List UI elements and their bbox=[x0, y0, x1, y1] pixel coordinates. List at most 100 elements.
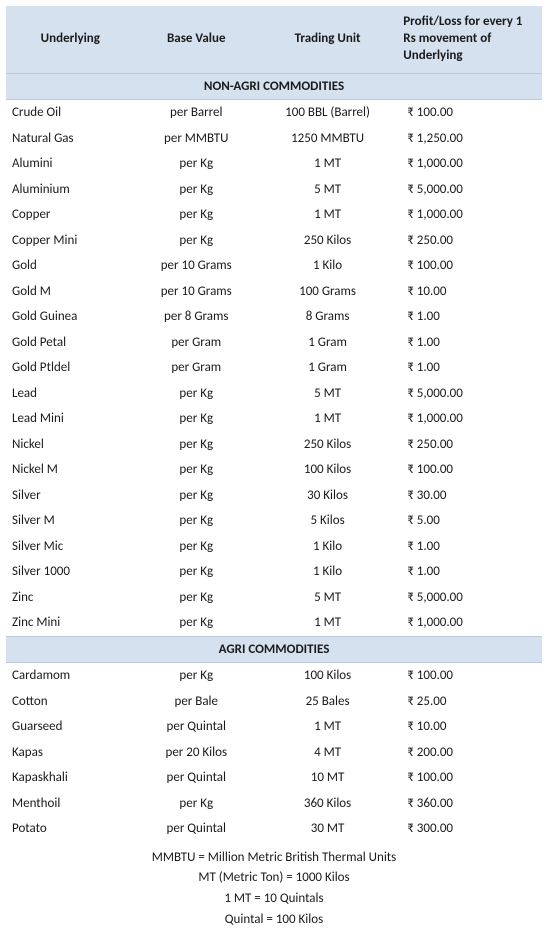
cell-trading-unit: 1 Gram bbox=[258, 330, 397, 356]
cell-profit-loss: ₹ 5,000.00 bbox=[397, 381, 542, 407]
footer-notes: MMBTU = Million Metric British Thermal U… bbox=[6, 848, 542, 931]
cell-underlying: Silver 1000 bbox=[6, 559, 135, 585]
col-underlying: Underlying bbox=[6, 6, 135, 73]
cell-trading-unit: 100 BBL (Barrel) bbox=[258, 100, 397, 126]
cell-profit-loss: ₹ 10.00 bbox=[397, 714, 542, 740]
cell-profit-loss: ₹ 360.00 bbox=[397, 791, 542, 817]
cell-base-value: per Kg bbox=[135, 406, 258, 432]
table-row: Nickel Mper Kg100 Kilos₹ 100.00 bbox=[6, 457, 542, 483]
cell-profit-loss: ₹ 1,000.00 bbox=[397, 202, 542, 228]
cell-profit-loss: ₹ 1,000.00 bbox=[397, 151, 542, 177]
cell-profit-loss: ₹ 10.00 bbox=[397, 279, 542, 305]
cell-base-value: per Kg bbox=[135, 151, 258, 177]
table-row: Kapasper 20 Kilos4 MT₹ 200.00 bbox=[6, 740, 542, 766]
cell-base-value: per Kg bbox=[135, 381, 258, 407]
cell-underlying: Gold Ptldel bbox=[6, 355, 135, 381]
cell-profit-loss: ₹ 250.00 bbox=[397, 228, 542, 254]
cell-base-value: per Kg bbox=[135, 534, 258, 560]
cell-underlying: Natural Gas bbox=[6, 126, 135, 152]
table-row: Lead Miniper Kg1 MT₹ 1,000.00 bbox=[6, 406, 542, 432]
cell-underlying: Silver bbox=[6, 483, 135, 509]
cell-profit-loss: ₹ 1.00 bbox=[397, 330, 542, 356]
cell-base-value: per Kg bbox=[135, 791, 258, 817]
table-row: Natural Gasper MMBTU1250 MMBTU₹ 1,250.00 bbox=[6, 126, 542, 152]
cell-base-value: per Kg bbox=[135, 585, 258, 611]
cell-trading-unit: 5 Kilos bbox=[258, 508, 397, 534]
cell-base-value: per Barrel bbox=[135, 100, 258, 126]
cell-underlying: Gold M bbox=[6, 279, 135, 305]
cell-base-value: per Kg bbox=[135, 483, 258, 509]
cell-profit-loss: ₹ 100.00 bbox=[397, 765, 542, 791]
table-row: Aluminiumper Kg5 MT₹ 5,000.00 bbox=[6, 177, 542, 203]
table-row: Silver Micper Kg1 Kilo₹ 1.00 bbox=[6, 534, 542, 560]
table-row: Gold Guineaper 8 Grams8 Grams₹ 1.00 bbox=[6, 304, 542, 330]
cell-profit-loss: ₹ 1.00 bbox=[397, 355, 542, 381]
cell-underlying: Lead bbox=[6, 381, 135, 407]
cell-base-value: per 8 Grams bbox=[135, 304, 258, 330]
cell-base-value: per Kg bbox=[135, 559, 258, 585]
table-row: Cottonper Bale25 Bales₹ 25.00 bbox=[6, 689, 542, 715]
cell-profit-loss: ₹ 250.00 bbox=[397, 432, 542, 458]
cell-base-value: per 10 Grams bbox=[135, 279, 258, 305]
col-trading-unit: Trading Unit bbox=[258, 6, 397, 73]
cell-profit-loss: ₹ 5.00 bbox=[397, 508, 542, 534]
commodities-table: Underlying Base Value Trading Unit Profi… bbox=[6, 6, 542, 842]
footer-line: MMBTU = Million Metric British Thermal U… bbox=[6, 848, 542, 869]
cell-base-value: per 10 Grams bbox=[135, 253, 258, 279]
cell-trading-unit: 8 Grams bbox=[258, 304, 397, 330]
cell-trading-unit: 25 Bales bbox=[258, 689, 397, 715]
cell-trading-unit: 10 MT bbox=[258, 765, 397, 791]
cell-underlying: Guarseed bbox=[6, 714, 135, 740]
col-base-value: Base Value bbox=[135, 6, 258, 73]
table-row: Gold Ptldelper Gram1 Gram₹ 1.00 bbox=[6, 355, 542, 381]
cell-trading-unit: 250 Kilos bbox=[258, 228, 397, 254]
cell-profit-loss: ₹ 100.00 bbox=[397, 253, 542, 279]
table-row: Menthoilper Kg360 Kilos₹ 360.00 bbox=[6, 791, 542, 817]
cell-base-value: per Gram bbox=[135, 330, 258, 356]
table-header: Underlying Base Value Trading Unit Profi… bbox=[6, 6, 542, 73]
cell-base-value: per Kg bbox=[135, 228, 258, 254]
cell-base-value: per Quintal bbox=[135, 816, 258, 842]
cell-base-value: per Kg bbox=[135, 508, 258, 534]
table-row: Copper Miniper Kg250 Kilos₹ 250.00 bbox=[6, 228, 542, 254]
cell-profit-loss: ₹ 1.00 bbox=[397, 304, 542, 330]
cell-base-value: per Kg bbox=[135, 177, 258, 203]
table-row: Potatoper Quintal30 MT₹ 300.00 bbox=[6, 816, 542, 842]
cell-base-value: per Kg bbox=[135, 432, 258, 458]
cell-underlying: Crude Oil bbox=[6, 100, 135, 126]
col-profit-loss: Profit/Loss for every 1 Rs movement of U… bbox=[397, 6, 542, 73]
table-row: Zincper Kg5 MT₹ 5,000.00 bbox=[6, 585, 542, 611]
cell-profit-loss: ₹ 1.00 bbox=[397, 559, 542, 585]
cell-trading-unit: 1 Kilo bbox=[258, 559, 397, 585]
cell-base-value: per MMBTU bbox=[135, 126, 258, 152]
cell-trading-unit: 5 MT bbox=[258, 177, 397, 203]
table-row: Leadper Kg5 MT₹ 5,000.00 bbox=[6, 381, 542, 407]
cell-profit-loss: ₹ 1,250.00 bbox=[397, 126, 542, 152]
cell-trading-unit: 1 Kilo bbox=[258, 534, 397, 560]
cell-profit-loss: ₹ 100.00 bbox=[397, 100, 542, 126]
cell-trading-unit: 1 MT bbox=[258, 151, 397, 177]
cell-profit-loss: ₹ 200.00 bbox=[397, 740, 542, 766]
cell-base-value: per Kg bbox=[135, 610, 258, 636]
cell-trading-unit: 100 Grams bbox=[258, 279, 397, 305]
cell-underlying: Silver M bbox=[6, 508, 135, 534]
table-row: Silver Mper Kg5 Kilos₹ 5.00 bbox=[6, 508, 542, 534]
cell-underlying: Kapas bbox=[6, 740, 135, 766]
cell-trading-unit: 1250 MMBTU bbox=[258, 126, 397, 152]
cell-underlying: Cotton bbox=[6, 689, 135, 715]
section-title: AGRI COMMODITIES bbox=[6, 636, 542, 663]
cell-profit-loss: ₹ 100.00 bbox=[397, 663, 542, 689]
cell-underlying: Copper Mini bbox=[6, 228, 135, 254]
footer-line: MT (Metric Ton) = 1000 Kilos bbox=[6, 868, 542, 889]
table-row: Kapaskhaliper Quintal10 MT₹ 100.00 bbox=[6, 765, 542, 791]
table-row: Aluminiper Kg1 MT₹ 1,000.00 bbox=[6, 151, 542, 177]
table-row: Silver 1000per Kg1 Kilo₹ 1.00 bbox=[6, 559, 542, 585]
table-row: Nickelper Kg250 Kilos₹ 250.00 bbox=[6, 432, 542, 458]
cell-trading-unit: 100 Kilos bbox=[258, 457, 397, 483]
cell-trading-unit: 1 MT bbox=[258, 714, 397, 740]
cell-underlying: Gold Petal bbox=[6, 330, 135, 356]
cell-underlying: Gold Guinea bbox=[6, 304, 135, 330]
table-body: NON-AGRI COMMODITIESCrude Oilper Barrel1… bbox=[6, 73, 542, 842]
cell-trading-unit: 1 Gram bbox=[258, 355, 397, 381]
cell-underlying: Zinc bbox=[6, 585, 135, 611]
